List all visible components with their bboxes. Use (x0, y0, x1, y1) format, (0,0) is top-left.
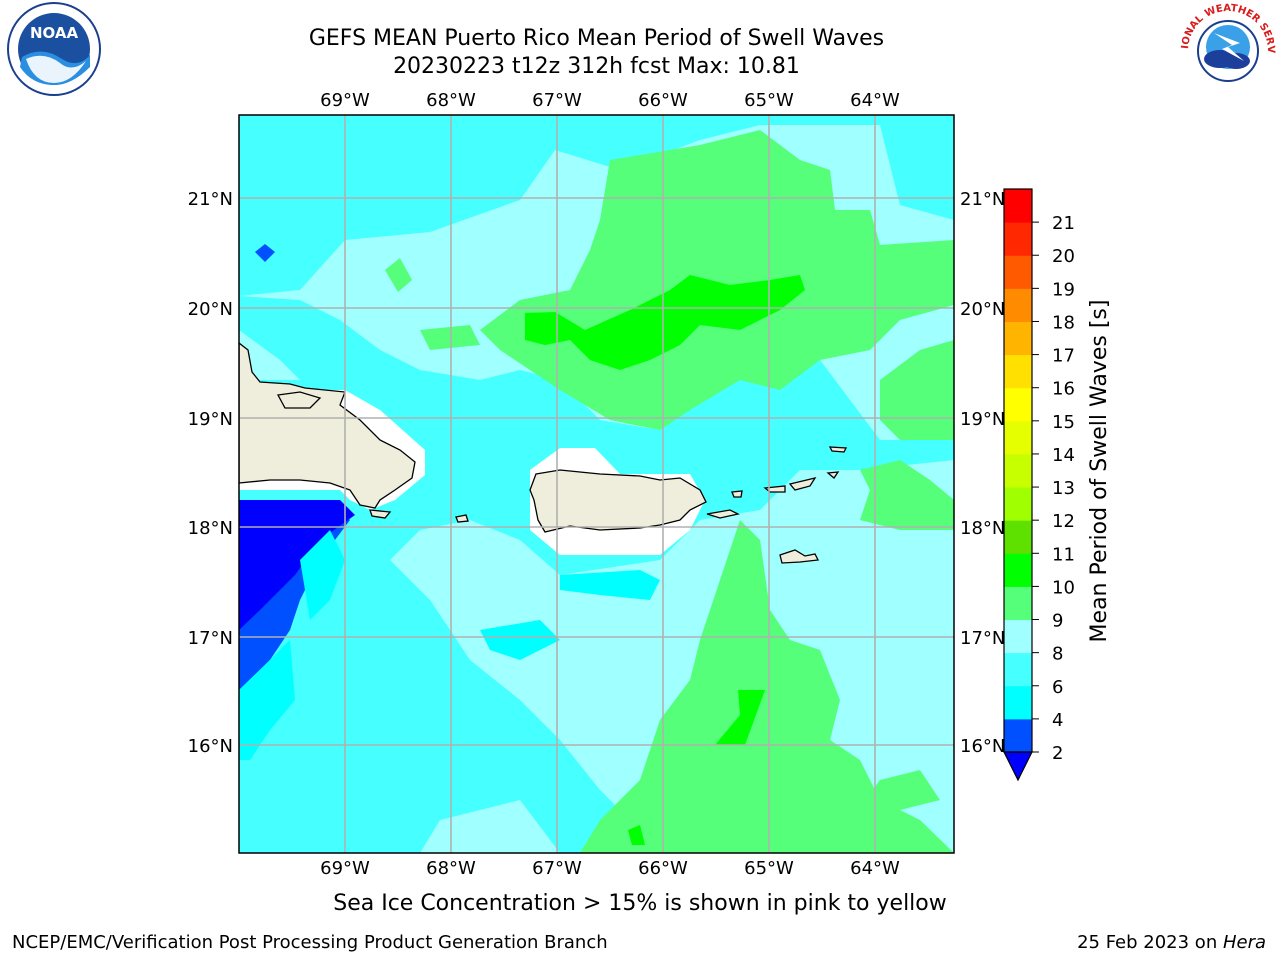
lat-label-left: 21°N (188, 189, 233, 210)
gridlines (239, 115, 954, 853)
colorbar-segment (1004, 321, 1032, 356)
lat-labels-left: 21°N 20°N 19°N 18°N 17°N 16°N (188, 189, 233, 757)
lat-labels-right: 21°N 20°N 19°N 18°N 17°N 16°N (960, 189, 1005, 757)
lon-labels-top: 69°W 68°W 67°W 66°W 65°W 64°W (320, 90, 900, 111)
colorbar-tick-label: 12 (1052, 511, 1075, 532)
colorbar-segment (1004, 189, 1032, 223)
lat-label-right: 17°N (960, 628, 1005, 649)
colorbar-segment (1004, 520, 1032, 554)
lon-label-bottom: 67°W (532, 858, 582, 879)
lon-label-top: 67°W (532, 90, 582, 111)
colorbar-segment (1004, 288, 1032, 322)
lat-label-left: 16°N (188, 736, 233, 757)
colorbar-segment (1004, 420, 1032, 455)
colorbar-tick-label: 8 (1052, 644, 1063, 665)
colorbar-tick-label: 9 (1052, 611, 1063, 632)
colorbar-tick-label: 6 (1052, 677, 1063, 698)
colorbar-segment (1004, 387, 1032, 422)
noaa-logo: NOAA (7, 2, 101, 96)
lat-label-left: 17°N (188, 628, 233, 649)
nws-logo: NATIONAL WEATHER SERVICE (1178, 3, 1276, 96)
colorbar-frame (1003, 188, 1033, 753)
colorbar-segment (1004, 586, 1032, 621)
lat-label-right: 16°N (960, 736, 1005, 757)
colorbar-segment (1004, 453, 1032, 488)
colorbar-under-arrow (1003, 751, 1033, 782)
footer-date: 25 Feb 2023 on Hera (1077, 932, 1266, 953)
colorbar-tick-label: 4 (1052, 710, 1063, 731)
colorbar-segment (1004, 255, 1032, 289)
colorbar-segment (1004, 222, 1032, 256)
colorbar-label: Mean Period of Swell Waves [s] (1087, 300, 1112, 643)
lat-label-right: 21°N (960, 189, 1005, 210)
colorbar: 2 4 6 8 9 10 11 12 13 14 15 16 17 18 19 20 21 (1003, 188, 1075, 782)
lon-label-bottom: 66°W (638, 858, 688, 879)
lon-label-top: 64°W (850, 90, 900, 111)
colorbar-segment (1004, 487, 1032, 521)
chart-subtitle: 20230223 t12z 312h fcst Max: 10.81 (393, 54, 800, 79)
lat-label-right: 18°N (960, 518, 1005, 539)
colorbar-segment (1004, 619, 1032, 654)
colorbar-tick-label: 21 (1052, 213, 1075, 234)
colorbar-tick-label: 16 (1052, 379, 1075, 400)
colorbar-tick-label: 13 (1052, 478, 1075, 499)
chart-title: GEFS MEAN Puerto Rico Mean Period of Swe… (308, 26, 885, 51)
colorbar-tick-label: 2 (1052, 743, 1063, 764)
colorbar-tick-label: 18 (1052, 312, 1075, 333)
colorbar-segment (1004, 354, 1032, 389)
lon-label-top: 68°W (426, 90, 476, 111)
colorbar-segment (1004, 718, 1032, 753)
colorbar-tick-label: 14 (1052, 445, 1075, 466)
lon-label-top: 66°W (638, 90, 688, 111)
lon-labels-bottom: 69°W 68°W 67°W 66°W 65°W 64°W (320, 858, 900, 879)
lat-label-left: 18°N (188, 518, 233, 539)
lon-label-bottom: 65°W (744, 858, 794, 879)
noaa-logo-text: NOAA (30, 24, 79, 42)
lon-label-bottom: 68°W (426, 858, 476, 879)
lat-label-right: 20°N (960, 299, 1005, 320)
colorbar-tick-label: 20 (1052, 246, 1075, 267)
map-frame (238, 114, 955, 854)
swell-period-field (239, 115, 954, 853)
footer-branch: NCEP/EMC/Verification Post Processing Pr… (12, 932, 608, 953)
lon-label-top: 69°W (320, 90, 370, 111)
colorbar-segment (1004, 553, 1032, 587)
footer-date-text: 25 Feb 2023 on (1077, 932, 1223, 953)
sea-ice-caption: Sea Ice Concentration > 15% is shown in … (333, 891, 947, 916)
lat-label-left: 19°N (188, 409, 233, 430)
colorbar-segment (1004, 652, 1032, 687)
colorbar-tick-label: 17 (1052, 346, 1075, 367)
lat-label-left: 20°N (188, 299, 233, 320)
colorbar-tick-label: 15 (1052, 412, 1075, 433)
footer-machine: Hera (1222, 932, 1266, 953)
colorbar-segment (1004, 685, 1032, 720)
colorbar-tick-label: 19 (1052, 279, 1075, 300)
lat-label-right: 19°N (960, 409, 1005, 430)
lon-label-bottom: 64°W (850, 858, 900, 879)
lon-label-top: 65°W (744, 90, 794, 111)
colorbar-tick-label: 10 (1052, 577, 1075, 598)
lon-label-bottom: 69°W (320, 858, 370, 879)
colorbar-tick-label: 11 (1052, 544, 1075, 565)
